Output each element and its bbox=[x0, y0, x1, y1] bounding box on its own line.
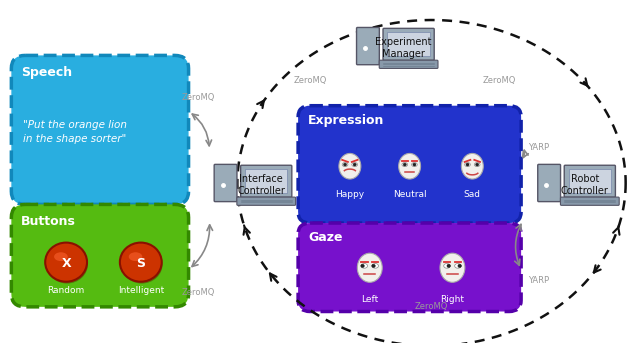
Text: Gaze: Gaze bbox=[308, 232, 342, 245]
Ellipse shape bbox=[440, 253, 465, 282]
Ellipse shape bbox=[352, 163, 358, 167]
Text: ZeroMQ: ZeroMQ bbox=[483, 76, 516, 85]
Ellipse shape bbox=[465, 163, 470, 167]
Circle shape bbox=[46, 245, 88, 284]
FancyArrowPatch shape bbox=[523, 150, 528, 157]
FancyBboxPatch shape bbox=[298, 106, 521, 223]
Text: Right: Right bbox=[440, 295, 465, 304]
Circle shape bbox=[476, 163, 479, 166]
Text: YARP: YARP bbox=[529, 276, 550, 285]
Ellipse shape bbox=[129, 252, 142, 261]
Text: Neutral: Neutral bbox=[393, 190, 426, 199]
Circle shape bbox=[344, 163, 347, 166]
Circle shape bbox=[361, 264, 364, 268]
Ellipse shape bbox=[454, 263, 461, 268]
Circle shape bbox=[458, 264, 461, 268]
Text: ZeroMQ: ZeroMQ bbox=[293, 76, 327, 85]
Text: ZeroMQ: ZeroMQ bbox=[415, 302, 448, 311]
FancyBboxPatch shape bbox=[245, 169, 287, 193]
FancyArrowPatch shape bbox=[192, 225, 212, 267]
Text: Expression: Expression bbox=[308, 114, 385, 127]
Circle shape bbox=[403, 163, 406, 166]
Circle shape bbox=[447, 264, 451, 268]
Ellipse shape bbox=[399, 153, 420, 179]
Text: Happy: Happy bbox=[335, 190, 364, 199]
FancyBboxPatch shape bbox=[298, 223, 521, 311]
Ellipse shape bbox=[474, 163, 480, 167]
FancyBboxPatch shape bbox=[12, 204, 189, 307]
Circle shape bbox=[466, 163, 469, 166]
Text: YARP: YARP bbox=[529, 143, 550, 152]
Text: ZeroMQ: ZeroMQ bbox=[182, 288, 215, 297]
FancyBboxPatch shape bbox=[387, 33, 430, 56]
Circle shape bbox=[372, 264, 375, 268]
FancyBboxPatch shape bbox=[356, 27, 380, 65]
Text: Random: Random bbox=[47, 286, 84, 295]
Circle shape bbox=[45, 243, 87, 282]
Text: Intelligent: Intelligent bbox=[118, 286, 164, 295]
Circle shape bbox=[353, 163, 356, 166]
Ellipse shape bbox=[461, 153, 483, 179]
Circle shape bbox=[120, 243, 162, 282]
Ellipse shape bbox=[54, 252, 68, 261]
FancyBboxPatch shape bbox=[383, 28, 434, 60]
Text: Left: Left bbox=[361, 295, 378, 304]
Ellipse shape bbox=[372, 263, 378, 268]
FancyArrowPatch shape bbox=[192, 114, 212, 146]
Ellipse shape bbox=[412, 163, 417, 167]
FancyBboxPatch shape bbox=[214, 164, 237, 202]
Ellipse shape bbox=[342, 163, 348, 167]
FancyBboxPatch shape bbox=[241, 165, 292, 197]
Ellipse shape bbox=[444, 263, 450, 268]
Text: Experiment
Manager: Experiment Manager bbox=[376, 37, 432, 59]
Text: Speech: Speech bbox=[21, 66, 72, 79]
Text: S: S bbox=[136, 257, 145, 270]
FancyBboxPatch shape bbox=[561, 197, 619, 205]
FancyBboxPatch shape bbox=[538, 164, 561, 202]
Text: "Put the orange lion
in the shape sorter": "Put the orange lion in the shape sorter… bbox=[23, 120, 127, 144]
Circle shape bbox=[413, 163, 416, 166]
FancyBboxPatch shape bbox=[564, 165, 616, 197]
Text: ZeroMQ: ZeroMQ bbox=[182, 93, 215, 102]
Ellipse shape bbox=[357, 253, 382, 282]
FancyBboxPatch shape bbox=[12, 56, 189, 204]
FancyBboxPatch shape bbox=[380, 60, 438, 69]
Text: Interface
Controller: Interface Controller bbox=[237, 174, 285, 196]
Ellipse shape bbox=[402, 163, 408, 167]
FancyBboxPatch shape bbox=[568, 169, 611, 193]
Text: X: X bbox=[61, 257, 71, 270]
Text: Robot
Controller: Robot Controller bbox=[561, 174, 609, 196]
FancyBboxPatch shape bbox=[237, 197, 296, 205]
Ellipse shape bbox=[361, 263, 367, 268]
Text: Sad: Sad bbox=[464, 190, 481, 199]
Text: Buttons: Buttons bbox=[21, 215, 76, 228]
Ellipse shape bbox=[339, 153, 361, 179]
Circle shape bbox=[121, 245, 163, 284]
FancyArrowPatch shape bbox=[515, 224, 521, 265]
